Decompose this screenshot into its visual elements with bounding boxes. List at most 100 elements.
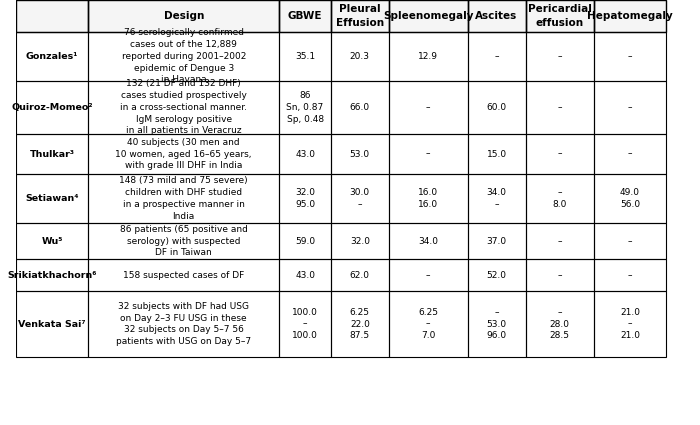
Text: Pericardial
effusion: Pericardial effusion <box>528 4 591 28</box>
Bar <box>16 32 88 81</box>
Bar <box>594 134 666 174</box>
Bar <box>88 259 279 291</box>
Text: 62.0: 62.0 <box>350 271 370 280</box>
Text: 43.0: 43.0 <box>295 150 315 159</box>
Text: Venkata Sai⁷: Venkata Sai⁷ <box>18 320 86 329</box>
Text: Spleenomegaly: Spleenomegaly <box>383 11 473 21</box>
Bar <box>331 81 389 134</box>
Text: 37.0: 37.0 <box>486 237 507 246</box>
Text: –
8.0: – 8.0 <box>552 188 567 209</box>
Bar <box>389 0 468 32</box>
Text: 6.25
–
7.0: 6.25 – 7.0 <box>418 308 438 340</box>
Bar <box>331 32 389 81</box>
Text: 21.0
–
21.0: 21.0 – 21.0 <box>620 308 640 340</box>
Bar <box>594 81 666 134</box>
Text: 148 (73 mild and 75 severe)
children with DHF studied
in a prospective manner in: 148 (73 mild and 75 severe) children wit… <box>120 176 248 221</box>
Bar <box>88 32 279 81</box>
Text: Quiroz-Momeo²: Quiroz-Momeo² <box>11 103 93 112</box>
Bar <box>389 291 468 357</box>
Bar <box>389 174 468 223</box>
Bar <box>331 134 389 174</box>
Bar <box>526 223 594 259</box>
Bar <box>16 259 88 291</box>
Bar <box>88 0 279 32</box>
Bar <box>468 32 526 81</box>
Bar <box>594 223 666 259</box>
Bar <box>526 81 594 134</box>
Bar <box>331 134 389 174</box>
Bar <box>279 0 331 32</box>
Bar <box>88 81 279 134</box>
Bar <box>594 291 666 357</box>
Text: Ascites: Ascites <box>475 11 518 21</box>
Bar <box>526 81 594 134</box>
Text: Thulkar³: Thulkar³ <box>29 150 75 159</box>
Bar <box>526 223 594 259</box>
Bar <box>16 32 88 81</box>
Text: 35.1: 35.1 <box>295 52 315 61</box>
Bar <box>468 0 526 32</box>
Bar <box>88 0 279 32</box>
Text: 16.0
16.0: 16.0 16.0 <box>418 188 438 209</box>
Bar <box>389 134 468 174</box>
Bar <box>279 81 331 134</box>
Bar <box>526 32 594 81</box>
Bar <box>389 223 468 259</box>
Bar <box>594 0 666 32</box>
Text: –: – <box>628 103 632 112</box>
Text: –
28.0
28.5: – 28.0 28.5 <box>550 308 570 340</box>
Text: 86
Sn, 0.87
Sp, 0.48: 86 Sn, 0.87 Sp, 0.48 <box>286 91 323 124</box>
Bar <box>16 134 88 174</box>
Bar <box>389 81 468 134</box>
Bar <box>279 134 331 174</box>
Bar <box>279 259 331 291</box>
Text: –
53.0
96.0: – 53.0 96.0 <box>486 308 507 340</box>
Bar <box>526 134 594 174</box>
Bar <box>279 174 331 223</box>
Bar <box>594 0 666 32</box>
Text: –: – <box>558 52 562 61</box>
Bar <box>389 81 468 134</box>
Text: Gonzales¹: Gonzales¹ <box>26 52 78 61</box>
Text: 76 serologically confirmed
cases out of the 12,889
reported during 2001–2002
epi: 76 serologically confirmed cases out of … <box>122 28 246 85</box>
Bar <box>468 291 526 357</box>
Bar <box>526 259 594 291</box>
Bar <box>16 291 88 357</box>
Bar <box>331 291 389 357</box>
Bar <box>389 32 468 81</box>
Bar <box>594 291 666 357</box>
Bar <box>16 0 88 32</box>
Bar <box>279 174 331 223</box>
Bar <box>88 174 279 223</box>
Bar <box>279 32 331 81</box>
Bar <box>468 223 526 259</box>
Bar <box>16 134 88 174</box>
Bar <box>16 174 88 223</box>
Bar <box>594 81 666 134</box>
Text: –: – <box>628 52 632 61</box>
Bar <box>468 259 526 291</box>
Text: –: – <box>558 271 562 280</box>
Text: Pleural
Effusion: Pleural Effusion <box>336 4 384 28</box>
Text: Wu⁵: Wu⁵ <box>41 237 63 246</box>
Bar <box>594 259 666 291</box>
Text: 53.0: 53.0 <box>350 150 370 159</box>
Bar <box>279 291 331 357</box>
Bar <box>389 0 468 32</box>
Text: –: – <box>628 237 632 246</box>
Text: –: – <box>426 271 430 280</box>
Text: –: – <box>628 150 632 159</box>
Bar <box>526 0 594 32</box>
Bar <box>526 174 594 223</box>
Text: 158 suspected cases of DF: 158 suspected cases of DF <box>123 271 244 280</box>
Text: 66.0: 66.0 <box>350 103 370 112</box>
Bar <box>88 223 279 259</box>
Bar <box>468 81 526 134</box>
Bar <box>468 32 526 81</box>
Bar <box>16 81 88 134</box>
Bar <box>279 0 331 32</box>
Bar <box>16 223 88 259</box>
Text: –: – <box>494 52 499 61</box>
Text: Design: Design <box>164 11 204 21</box>
Bar <box>389 259 468 291</box>
